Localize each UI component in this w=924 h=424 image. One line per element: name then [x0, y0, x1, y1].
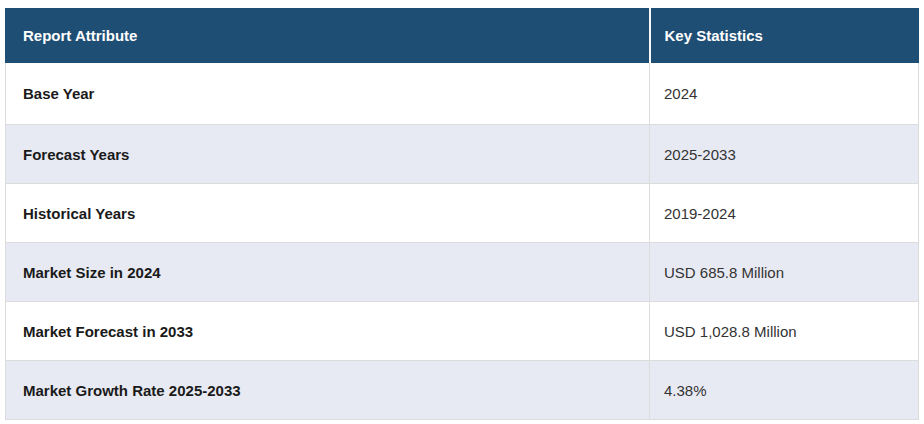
value-cell: 2024 [650, 63, 919, 125]
attribute-cell: Historical Years [6, 184, 650, 243]
table-row-market-forecast: Market Forecast in 2033 USD 1,028.8 Mill… [6, 302, 919, 361]
value-cell: USD 1,028.8 Million [650, 302, 919, 361]
value-cell: 4.38% [650, 361, 919, 420]
column-header-key-statistics: Key Statistics [650, 9, 919, 63]
attribute-cell: Market Forecast in 2033 [6, 302, 650, 361]
table-row-forecast-years: Forecast Years 2025-2033 [6, 125, 919, 184]
table-row-market-size: Market Size in 2024 USD 685.8 Million [6, 243, 919, 302]
attribute-cell: Forecast Years [6, 125, 650, 184]
table-row-historical-years: Historical Years 2019-2024 [6, 184, 919, 243]
value-cell: 2025-2033 [650, 125, 919, 184]
table-row-base-year: Base Year 2024 [6, 63, 919, 125]
table-row-market-growth-rate: Market Growth Rate 2025-2033 4.38% [6, 361, 919, 420]
attribute-cell: Market Size in 2024 [6, 243, 650, 302]
column-header-report-attribute: Report Attribute [6, 9, 650, 63]
table-header-row: Report Attribute Key Statistics [6, 9, 919, 63]
value-cell: 2019-2024 [650, 184, 919, 243]
value-cell: USD 685.8 Million [650, 243, 919, 302]
attribute-cell: Base Year [6, 63, 650, 125]
report-statistics-table: Report Attribute Key Statistics Base Yea… [5, 8, 919, 420]
attribute-cell: Market Growth Rate 2025-2033 [6, 361, 650, 420]
report-statistics-table-container: Report Attribute Key Statistics Base Yea… [5, 8, 918, 420]
